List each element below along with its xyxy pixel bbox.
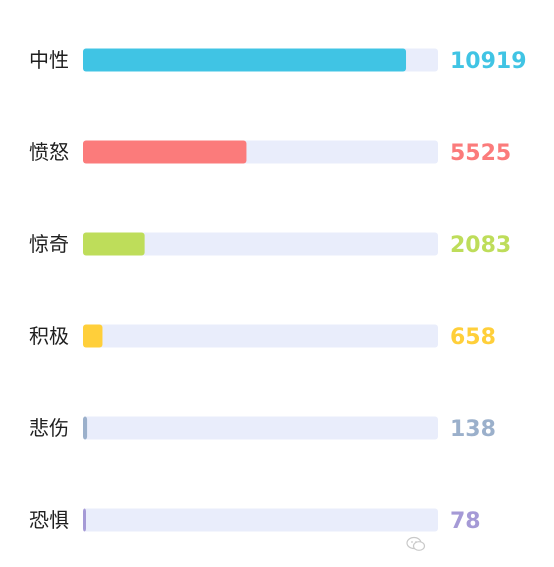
category-label: 中性	[29, 48, 69, 72]
bar	[83, 48, 407, 72]
value-label: 10919	[450, 49, 527, 74]
category-label: 恐惧	[29, 508, 69, 532]
value-label: 658	[450, 325, 496, 350]
value-label: 78	[450, 509, 481, 534]
chart-rows: 中性 10919 愤怒 5525 惊奇 2083 积极 658 悲伤 138 恐惧 78	[29, 48, 527, 534]
bar	[83, 232, 145, 256]
category-label: 惊奇	[29, 232, 69, 256]
bar	[83, 508, 86, 532]
value-label: 2083	[450, 233, 511, 258]
category-label: 愤怒	[29, 140, 69, 164]
bar	[83, 416, 88, 440]
value-label: 138	[450, 417, 496, 442]
bar	[83, 140, 247, 164]
category-label: 积极	[29, 324, 69, 348]
bar-track	[83, 508, 438, 532]
bar-track	[83, 324, 438, 348]
wechat-icon	[406, 536, 426, 551]
value-label: 5525	[450, 141, 511, 166]
category-label: 悲伤	[29, 416, 69, 440]
bar	[83, 324, 103, 348]
bar-track	[83, 416, 438, 440]
bar-track	[83, 232, 438, 256]
